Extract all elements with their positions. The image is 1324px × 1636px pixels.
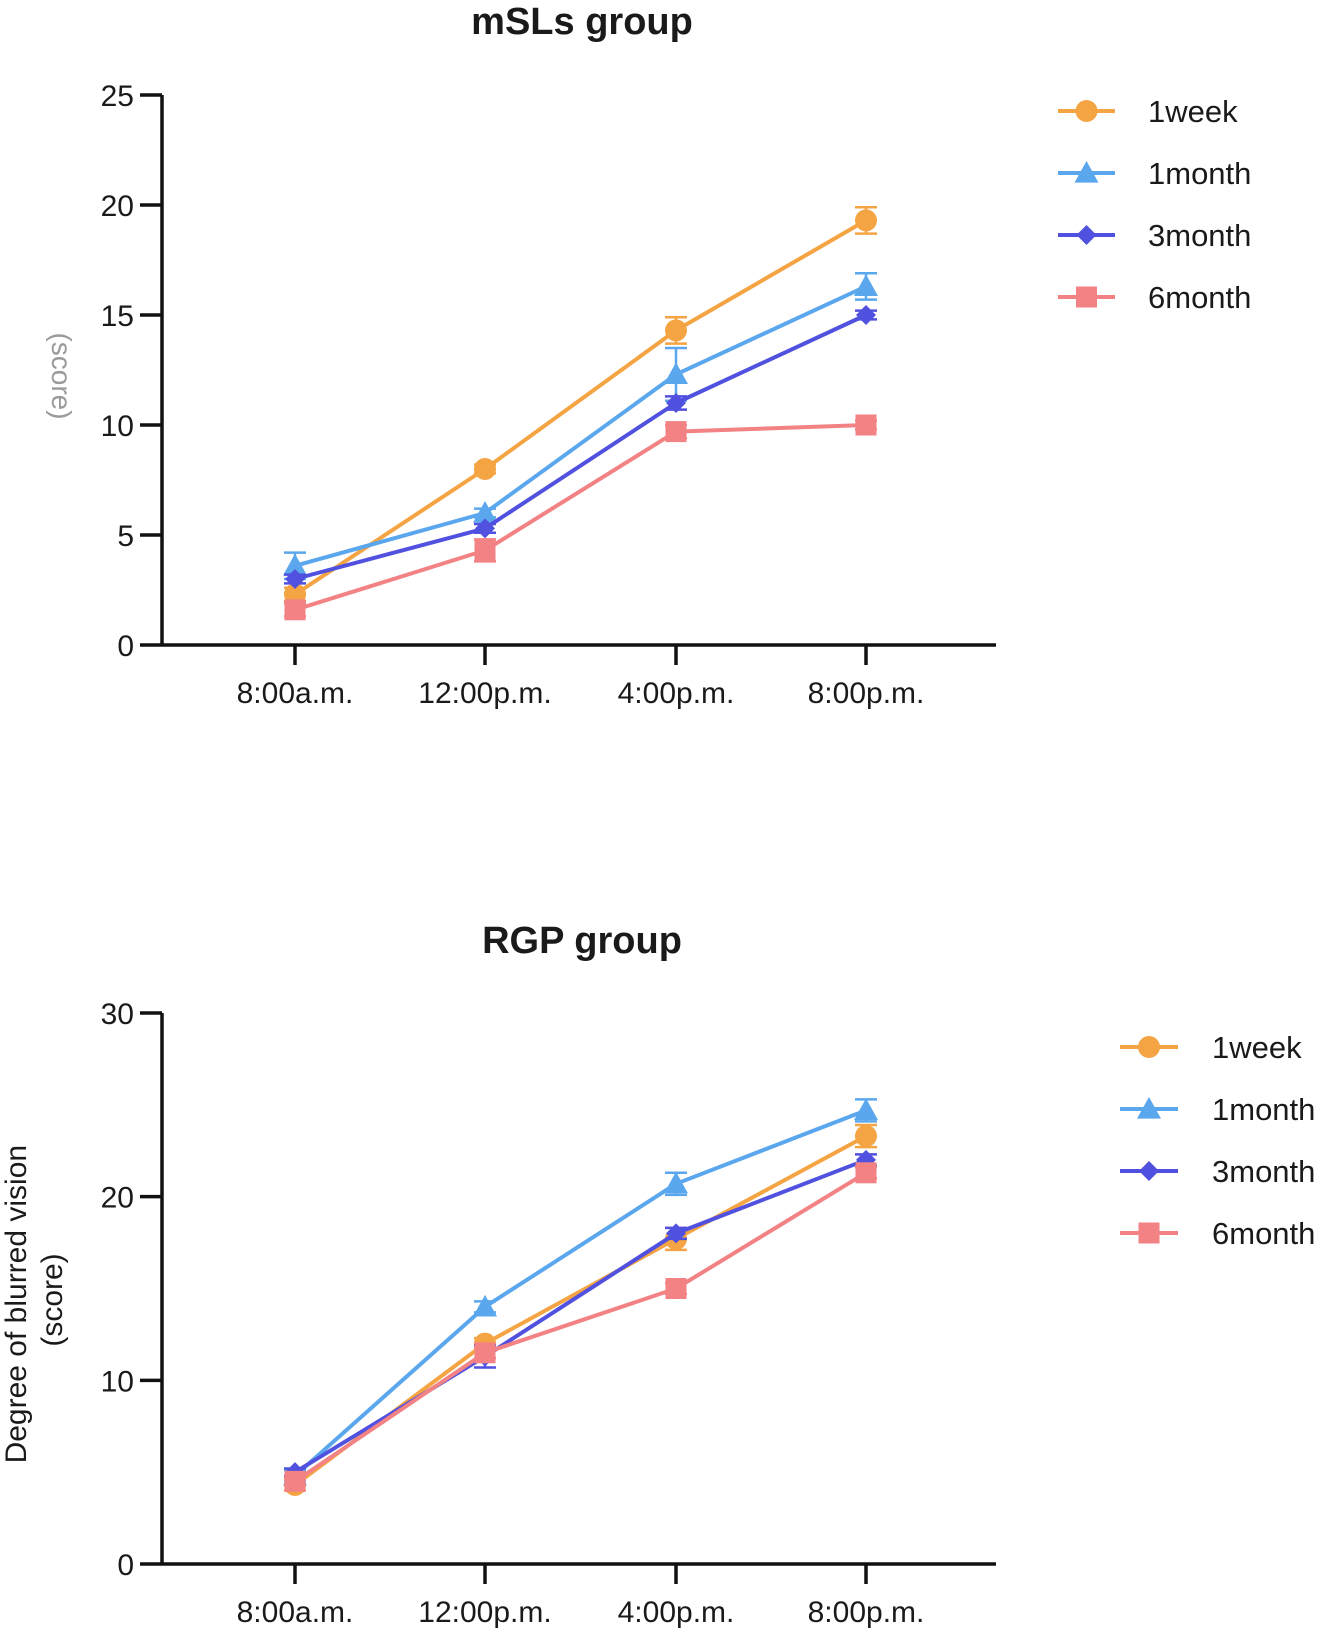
legend-label: 6month (1212, 1216, 1315, 1251)
y-tick-label: 10 (101, 410, 134, 443)
legend-label: 1month (1212, 1092, 1315, 1127)
axes: 0 5 10 15 20 25 8:00a.m. 12:00p.m. 4:00p.m. 8:00p… (101, 80, 996, 710)
series-1month (283, 271, 878, 581)
legend-marker (1138, 1036, 1160, 1058)
series-6month (284, 1162, 877, 1492)
legend: 1week 1month 3month 6month (1120, 1030, 1315, 1251)
y-axis-label: Degree of blurred vision (score) (0, 1137, 69, 1464)
series-line (294, 284, 867, 568)
legend-marker (1076, 286, 1097, 308)
data-point (474, 1342, 496, 1364)
data-point (285, 569, 305, 589)
y-axis-label-line2: (score) (36, 1253, 69, 1346)
chart-RGP-group: RGP group Degree of blurred vision (scor… (0, 920, 1315, 1629)
data-point (855, 414, 877, 436)
data-point (473, 501, 497, 523)
data-point (855, 209, 877, 232)
legend-item-3month: 3month (1058, 218, 1251, 253)
series-3month (284, 305, 877, 589)
data-point (854, 274, 878, 296)
chart-title: mSLs group (471, 1, 693, 43)
series-1week (284, 1123, 877, 1497)
series-group (283, 205, 878, 621)
series-line (294, 423, 867, 612)
legend-label: 1week (1212, 1030, 1302, 1065)
legend-marker (1075, 100, 1098, 122)
series-line (293, 1108, 867, 1478)
data-point (664, 362, 688, 384)
data-point (284, 599, 306, 621)
legend-item-1week: 1week (1120, 1030, 1302, 1065)
y-tick-label: 30 (101, 998, 134, 1031)
data-point (666, 1223, 686, 1244)
axes: 0 10 20 30 8:00a.m. 12:00p.m. 4:00p.m. 8:00p.m. (101, 998, 996, 1629)
y-axis-label: (score) (46, 332, 77, 419)
legend-item-6month: 6month (1120, 1216, 1315, 1251)
data-point (474, 539, 496, 561)
chart-title: RGP group (482, 920, 682, 962)
series-line (294, 313, 867, 581)
series-line (293, 1134, 867, 1487)
data-point (665, 421, 687, 443)
data-point (665, 319, 687, 342)
data-point (855, 1162, 877, 1184)
y-tick-label: 10 (101, 1365, 134, 1398)
data-point (473, 1294, 497, 1317)
y-axis-label-line1: Degree of blurred vision (0, 1145, 33, 1464)
series-line (293, 1158, 867, 1474)
y-tick-label: 5 (117, 520, 134, 553)
legend-item-1month: 1month (1120, 1092, 1315, 1127)
legend-label: 3month (1148, 218, 1251, 253)
data-point (856, 305, 876, 325)
y-tick-label: 20 (101, 1182, 134, 1215)
legend-item-6month: 6month (1058, 280, 1251, 315)
legend-marker (1076, 225, 1097, 245)
series-6month (284, 414, 877, 621)
data-point (284, 1470, 306, 1492)
legend-marker (1138, 1222, 1160, 1244)
data-point (283, 553, 307, 576)
data-point (855, 1125, 877, 1148)
x-tick-label: 12:00p.m. (418, 1596, 551, 1629)
y-tick-label: 0 (117, 1549, 134, 1582)
legend-item-3month: 3month (1120, 1154, 1315, 1189)
data-point (475, 518, 495, 539)
series-3month (284, 1149, 877, 1483)
y-tick-label: 15 (101, 300, 134, 333)
x-tick-label: 8:00a.m. (237, 677, 354, 710)
legend-label: 1month (1148, 156, 1251, 191)
chart-mSLs-group: mSLs group (score) 0 5 10 15 20 25 8:00a.m. 12:… (46, 1, 1251, 710)
legend-label: 1week (1148, 94, 1238, 129)
legend-item-1week: 1week (1058, 94, 1238, 129)
legend-label: 3month (1212, 1154, 1315, 1189)
x-tick-label: 12:00p.m. (418, 677, 551, 710)
y-tick-label: 25 (101, 80, 134, 113)
data-point (854, 1098, 878, 1120)
data-point (664, 1171, 688, 1194)
x-tick-label: 8:00a.m. (237, 1596, 354, 1629)
legend-marker (1137, 1097, 1161, 1119)
y-tick-label: 20 (101, 190, 134, 223)
x-tick-label: 4:00p.m. (618, 677, 735, 710)
legend: 1week 1month 3month 6month (1058, 94, 1251, 315)
x-tick-label: 4:00p.m. (618, 1596, 735, 1629)
data-point (665, 1278, 687, 1299)
legend-marker (1074, 161, 1099, 183)
series-line (293, 218, 868, 597)
x-tick-label: 8:00p.m. (808, 1596, 925, 1629)
legend-marker (1139, 1161, 1159, 1181)
x-tick-label: 8:00p.m. (808, 677, 925, 710)
legend-label: 6month (1148, 280, 1251, 315)
y-tick-label: 0 (117, 630, 134, 663)
legend-item-1month: 1month (1058, 156, 1251, 191)
series-line (293, 1171, 868, 1484)
data-point (666, 393, 686, 413)
series-group (283, 1098, 878, 1497)
data-point (474, 458, 496, 480)
